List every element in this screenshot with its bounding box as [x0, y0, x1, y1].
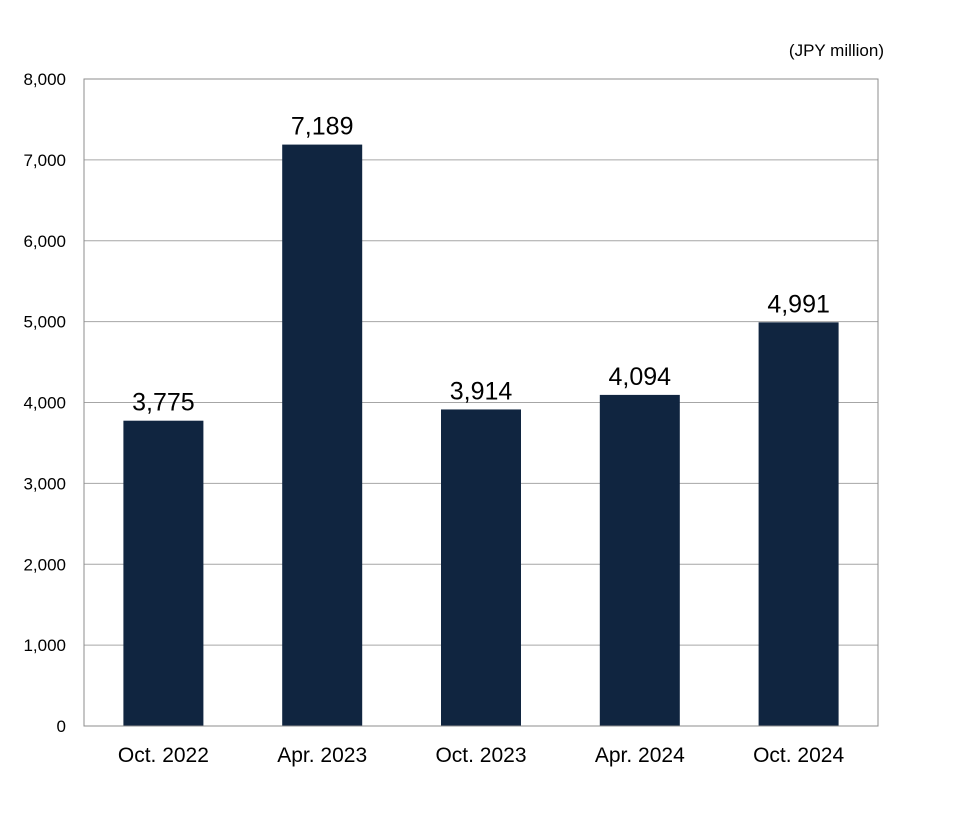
x-tick-label: Apr. 2024: [595, 744, 685, 767]
bar: [599, 394, 680, 726]
plot-area-frame: [83, 78, 879, 727]
data-label: 3,775: [132, 389, 195, 417]
y-tick-label: 1,000: [23, 636, 66, 655]
y-tick-label: 0: [57, 717, 66, 736]
x-tick-label: Oct. 2022: [118, 744, 209, 767]
y-tick-label: 2,000: [23, 555, 66, 574]
y-tick-label: 8,000: [23, 70, 66, 89]
y-tick-label: 7,000: [23, 151, 66, 170]
bar: [441, 409, 521, 726]
x-tick-label: Apr. 2023: [277, 744, 367, 767]
x-axis-labels: Oct. 2022 Apr. 2023 Oct. 2023 Apr. 2024 Oct.…: [118, 744, 845, 767]
x-tick-label: Oct. 2023: [435, 744, 526, 767]
y-tick-label: 5,000: [23, 313, 66, 332]
bar: [758, 322, 839, 726]
data-label: 4,991: [767, 290, 830, 318]
unit-label: (JPY million): [789, 41, 884, 60]
y-axis-ticks: 0 1,000 2,000 3,000 4,000 5,000 6,000 7,000 8,00…: [23, 70, 66, 736]
bar: [123, 420, 204, 726]
data-label: 7,189: [291, 113, 354, 141]
bars: [123, 144, 839, 727]
data-labels: 3,775 7,189 3,914 4,094 4,991: [132, 113, 830, 417]
y-tick-label: 4,000: [23, 394, 66, 413]
y-tick-label: 6,000: [23, 232, 66, 251]
data-label: 3,914: [450, 377, 513, 405]
y-tick-label: 3,000: [23, 474, 66, 493]
x-tick-label: Oct. 2024: [753, 744, 844, 767]
data-label: 4,094: [609, 363, 672, 391]
bar: [282, 144, 363, 727]
